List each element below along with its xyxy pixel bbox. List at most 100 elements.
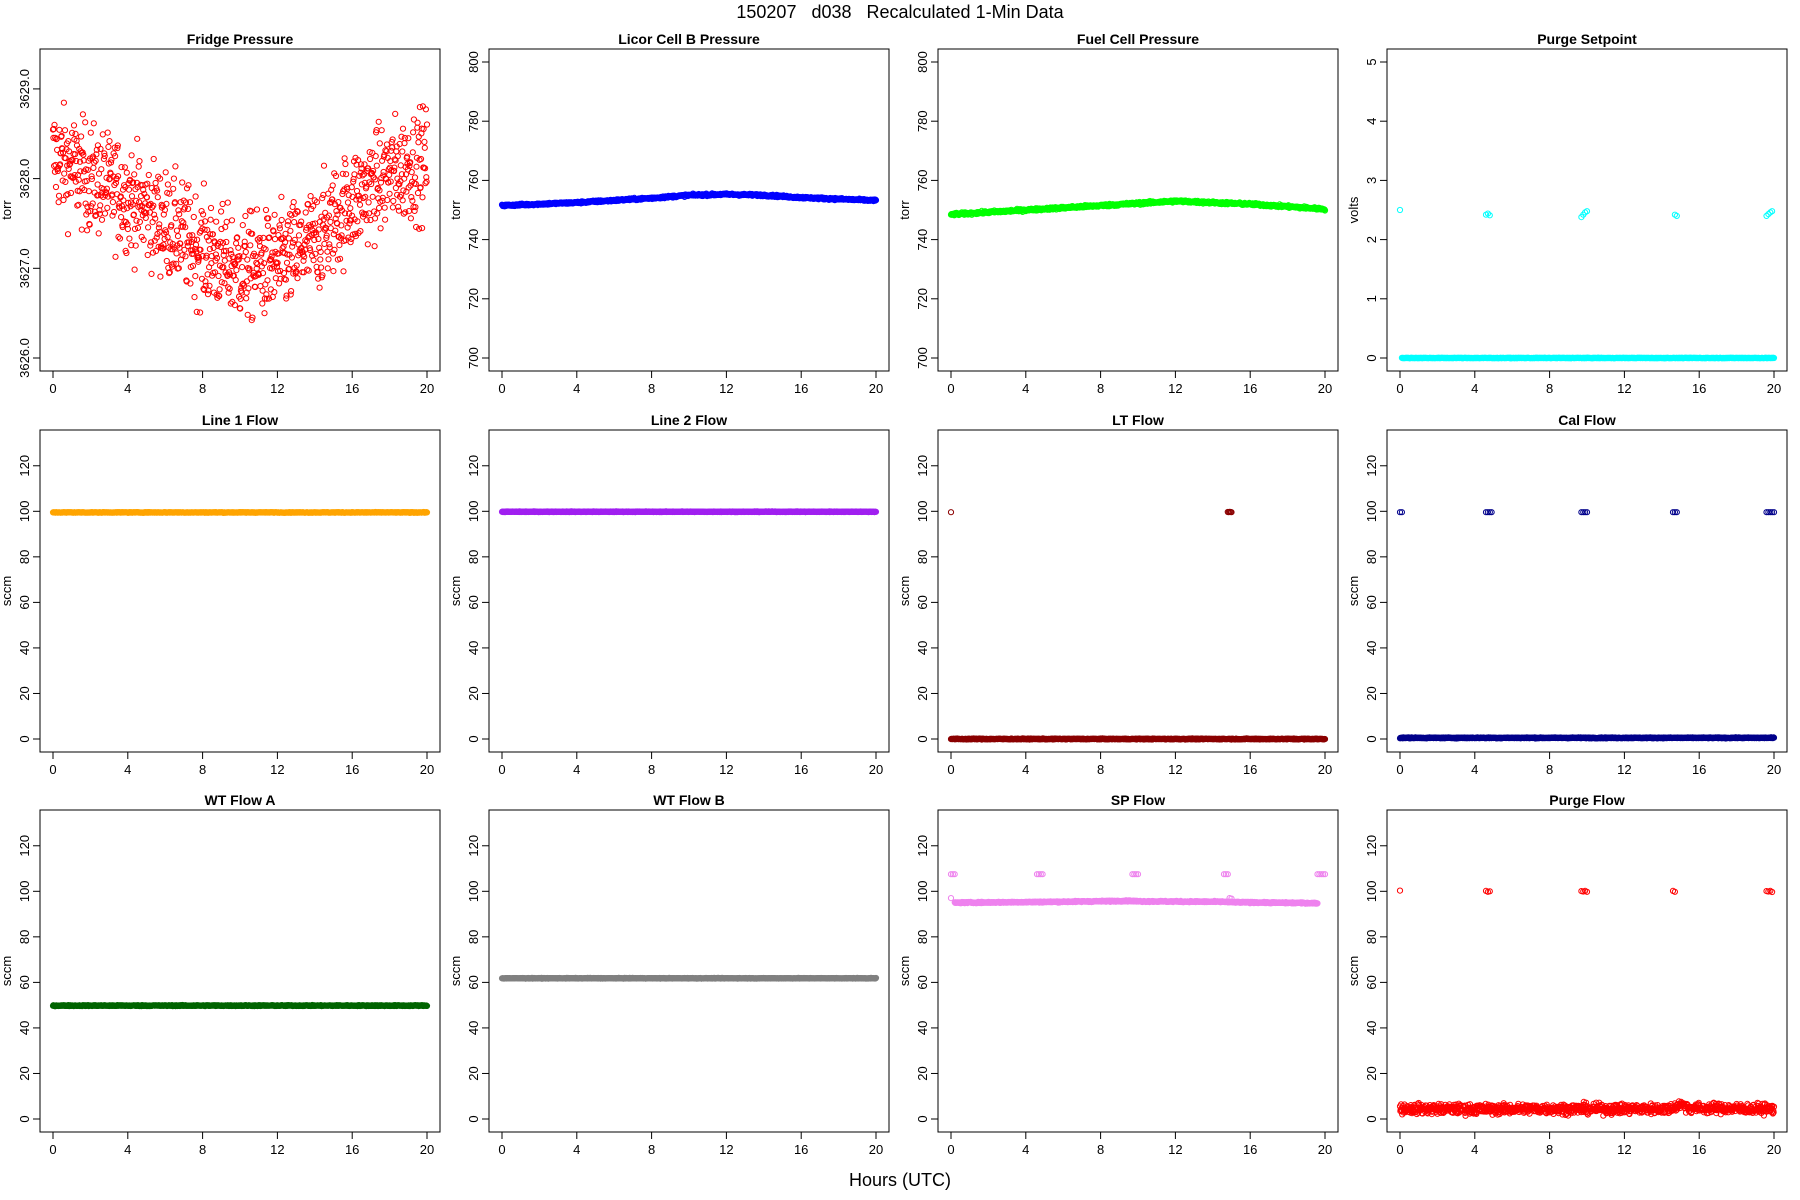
data-point	[390, 205, 395, 210]
y-tick-label: 740	[915, 229, 930, 251]
data-point	[412, 175, 417, 180]
data-point	[366, 200, 371, 205]
data-point	[146, 172, 151, 177]
data-point	[260, 301, 265, 306]
data-point	[201, 181, 206, 186]
data-point	[400, 149, 405, 154]
data-point	[366, 211, 371, 216]
y-tick-label: 700	[915, 347, 930, 369]
data-point	[365, 242, 370, 247]
data-point	[284, 260, 289, 265]
x-tick-label: 12	[270, 381, 284, 396]
y-axis-title: sccm	[448, 576, 463, 606]
data-point	[165, 182, 170, 187]
data-point	[240, 223, 245, 228]
data-point	[401, 211, 406, 216]
data-point	[184, 186, 189, 191]
data-point	[372, 216, 377, 221]
data-point	[377, 141, 382, 146]
data-point	[344, 172, 349, 177]
data-point	[370, 194, 375, 199]
panel-title: Line 1 Flow	[202, 412, 278, 428]
data-point	[53, 184, 58, 189]
data-point	[268, 287, 273, 292]
data-point	[208, 205, 213, 210]
data-point	[129, 153, 134, 158]
y-tick-label: 120	[466, 455, 481, 477]
data-point	[411, 130, 416, 135]
data-point	[171, 186, 176, 191]
data-point	[132, 172, 137, 177]
data-point	[96, 231, 101, 236]
x-tick-label: 12	[1617, 381, 1631, 396]
data-point	[387, 191, 392, 196]
data-point	[410, 150, 415, 155]
data-point	[306, 268, 311, 273]
data-point	[286, 236, 291, 241]
data-point	[303, 210, 308, 215]
y-tick-label: 800	[466, 51, 481, 73]
data-points	[50, 509, 429, 515]
data-point	[236, 245, 241, 250]
data-point	[106, 144, 111, 149]
data-point	[65, 232, 70, 237]
y-tick-label: 3628.0	[17, 159, 32, 199]
y-tick-label: 0	[1364, 354, 1379, 361]
data-point	[129, 194, 134, 199]
data-point	[62, 128, 67, 133]
x-tick-label: 8	[199, 762, 206, 777]
x-tick-label: 4	[1022, 381, 1029, 396]
data-point	[379, 128, 384, 133]
data-point	[296, 233, 301, 238]
panel-5: Line 2 Flow0 4 8 12 16 20020406080100120sccm	[448, 412, 889, 777]
data-point	[62, 171, 67, 176]
data-point	[79, 134, 84, 139]
y-tick-label: 740	[466, 229, 481, 251]
plot-frame	[40, 430, 440, 752]
data-point	[408, 216, 413, 221]
data-point	[216, 273, 221, 278]
data-point	[272, 290, 277, 295]
x-tick-label: 20	[1767, 381, 1781, 396]
panel-1: Licor Cell B Pressure0 4 8 12 16 207007207407…	[448, 31, 889, 396]
data-point	[328, 219, 333, 224]
data-point	[70, 130, 75, 135]
data-points	[948, 198, 1327, 218]
x-tick-label: 8	[1546, 381, 1553, 396]
data-point	[68, 190, 73, 195]
y-tick-label: 800	[915, 51, 930, 73]
x-tick-label: 4	[573, 762, 580, 777]
x-tick-label: 16	[345, 381, 359, 396]
data-point	[415, 120, 420, 125]
data-point	[137, 159, 142, 164]
data-point	[65, 192, 70, 197]
y-tick-label: 3	[1364, 177, 1379, 184]
data-point	[420, 195, 425, 200]
data-point	[400, 126, 405, 131]
panel-title: Fridge Pressure	[187, 31, 294, 47]
data-point	[137, 219, 142, 224]
data-points	[499, 191, 878, 209]
data-point	[164, 258, 169, 263]
data-point	[85, 228, 90, 233]
data-point	[244, 296, 249, 301]
data-point	[149, 271, 154, 276]
data-point	[182, 205, 187, 210]
data-point	[321, 163, 326, 168]
data-point	[56, 200, 61, 205]
y-tick-label: 780	[915, 110, 930, 132]
data-point	[348, 206, 353, 211]
x-tick-label: 0	[498, 762, 505, 777]
data-point	[424, 122, 429, 127]
data-point	[174, 228, 179, 233]
data-point	[382, 205, 387, 210]
data-point	[208, 217, 213, 222]
data-point	[377, 205, 382, 210]
data-point	[127, 236, 132, 241]
data-point	[243, 213, 248, 218]
data-point	[374, 163, 379, 168]
data-point	[226, 285, 231, 290]
data-point	[288, 228, 293, 233]
y-tick-label: 20	[466, 686, 481, 700]
x-tick-label: 20	[869, 381, 883, 396]
